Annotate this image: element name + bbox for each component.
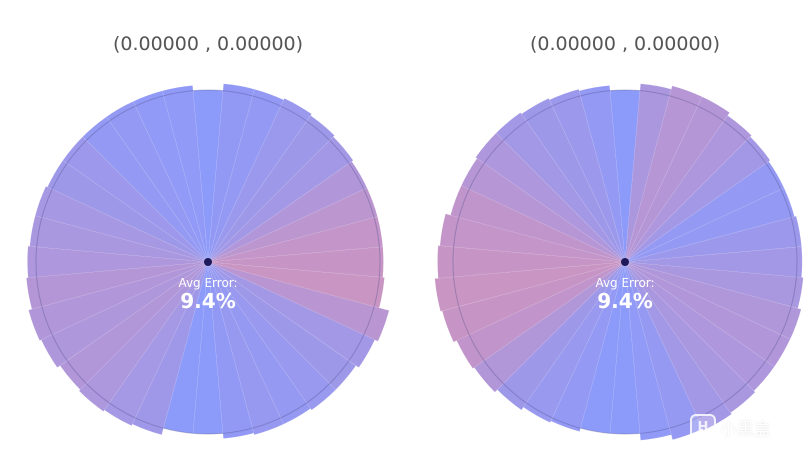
chart-title-left: (0.00000 , 0.00000) bbox=[113, 33, 303, 55]
polar-bar bbox=[132, 90, 209, 263]
polar-bar bbox=[434, 261, 626, 312]
polar-bar bbox=[28, 261, 209, 341]
reference-circle-right bbox=[452, 89, 798, 435]
polar-bar bbox=[624, 261, 775, 392]
polar-bar bbox=[207, 261, 284, 436]
polar-bar bbox=[207, 261, 385, 309]
polar-bar bbox=[207, 160, 368, 263]
polar-bar bbox=[207, 88, 284, 263]
polar-bar bbox=[624, 261, 756, 414]
polar-bar bbox=[439, 213, 626, 263]
polar-bar bbox=[624, 261, 672, 441]
polar-bar bbox=[473, 261, 626, 393]
polar-bar bbox=[207, 115, 335, 263]
polar-bar bbox=[26, 261, 209, 310]
polar-bar bbox=[520, 97, 626, 263]
polar-bar bbox=[624, 261, 804, 309]
avg-error-label-left: Avg Error: bbox=[178, 276, 237, 290]
polar-bar bbox=[29, 215, 209, 263]
polar-bar bbox=[82, 116, 209, 263]
polar-bar bbox=[609, 89, 641, 263]
bars-left bbox=[26, 83, 390, 439]
polar-bar bbox=[495, 112, 626, 263]
avg-error-label-right: Avg Error: bbox=[595, 276, 654, 290]
polar-bar bbox=[192, 89, 224, 263]
polar-bar bbox=[450, 185, 626, 263]
polar-bar bbox=[207, 261, 357, 391]
bars-right bbox=[434, 83, 804, 441]
avg-error-value-left: 9.4% bbox=[180, 289, 235, 313]
polar-bar bbox=[207, 216, 384, 263]
polar-bar bbox=[624, 85, 703, 263]
polar-bar bbox=[59, 261, 209, 391]
polar-bar bbox=[624, 261, 732, 431]
reference-circle-left bbox=[35, 89, 381, 435]
polar-bar bbox=[624, 261, 791, 367]
polar-bar bbox=[103, 261, 209, 427]
polar-bar bbox=[207, 187, 378, 263]
polar-bar bbox=[460, 157, 626, 263]
polar-bar bbox=[624, 115, 752, 263]
polar-chart-left: (0.00000 , 0.00000) Avg Error: 9.4% bbox=[26, 33, 390, 439]
center-dot-right bbox=[621, 258, 629, 266]
polar-bar bbox=[522, 261, 626, 423]
polar-bar bbox=[207, 97, 313, 263]
polar-bar bbox=[207, 261, 337, 411]
polar-bar bbox=[161, 85, 209, 263]
polar-bar bbox=[27, 245, 209, 279]
center-dot-left bbox=[204, 258, 212, 266]
polar-bar bbox=[624, 215, 802, 263]
avg-error-value-right: 9.4% bbox=[597, 289, 652, 313]
polar-bar bbox=[207, 136, 354, 263]
polar-bar bbox=[609, 261, 641, 435]
polar-bar bbox=[207, 261, 312, 425]
polar-bar bbox=[456, 261, 626, 369]
polar-bar bbox=[580, 261, 626, 434]
polar-chart-right: (0.00000 , 0.00000) Avg Error: 9.4% bbox=[434, 33, 804, 441]
polar-bar bbox=[624, 136, 771, 263]
polar-bar bbox=[78, 261, 209, 412]
polar-bar bbox=[624, 96, 730, 263]
polar-bar bbox=[578, 85, 626, 263]
polar-bar bbox=[62, 136, 209, 263]
polar-bar bbox=[163, 261, 209, 434]
polar-bar bbox=[441, 261, 626, 343]
polar-bar bbox=[475, 132, 626, 263]
heybox-logo-icon: H bbox=[690, 414, 716, 440]
watermark-text: 小黑盒 bbox=[720, 419, 771, 440]
polar-bar bbox=[207, 261, 390, 342]
polar-bar bbox=[207, 261, 376, 368]
polar-bar bbox=[549, 88, 626, 263]
chart-title-right: (0.00000 , 0.00000) bbox=[530, 33, 720, 55]
polar-bar bbox=[624, 187, 795, 263]
polar-bar bbox=[624, 246, 803, 278]
polar-bar bbox=[40, 261, 209, 368]
polar-bar bbox=[132, 261, 209, 436]
polar-bar bbox=[624, 261, 704, 441]
polar-bar bbox=[624, 83, 672, 263]
polar-bar bbox=[105, 101, 209, 263]
polar-bar bbox=[192, 261, 224, 435]
polar-bar bbox=[207, 83, 255, 263]
polar-bar bbox=[496, 261, 626, 411]
polar-bar bbox=[34, 186, 209, 263]
polar-bar bbox=[47, 159, 209, 263]
polar-bar bbox=[624, 261, 802, 340]
polar-bar bbox=[437, 245, 626, 279]
polar-bar bbox=[550, 261, 626, 432]
polar-bar bbox=[624, 160, 785, 263]
polar-bar bbox=[207, 246, 384, 278]
polar-bar bbox=[207, 261, 255, 439]
watermark: H 小黑盒 bbox=[690, 414, 771, 440]
